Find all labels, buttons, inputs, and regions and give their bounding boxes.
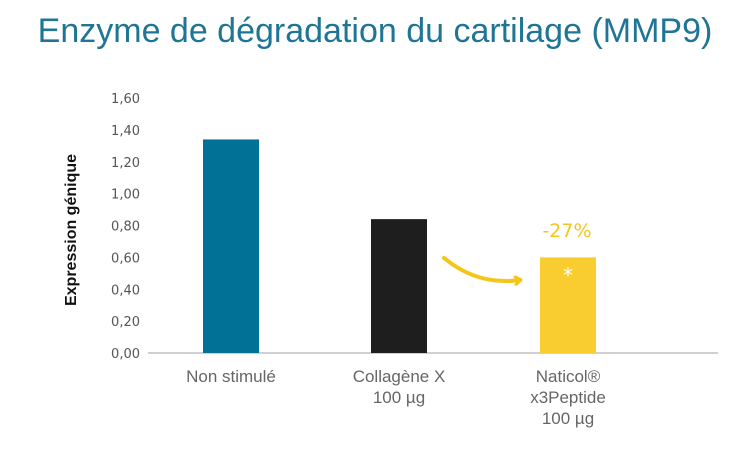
chart-title: Enzyme de dégradation du cartilage (MMP9… — [37, 12, 713, 50]
x-category-label: Non stimulé — [186, 367, 276, 386]
y-tick-label: 1,20 — [111, 156, 140, 171]
bar — [371, 219, 427, 353]
y-tick-label: 0,80 — [111, 220, 140, 235]
x-category-label: Naticol® x3Peptide 100 µg — [530, 367, 606, 428]
bar — [540, 257, 596, 353]
y-tick-label: 0,20 — [111, 315, 140, 330]
y-tick-label: 0,60 — [111, 251, 140, 266]
bar — [203, 139, 259, 353]
y-tick-label: 1,40 — [111, 124, 140, 139]
x-axis-labels: Non stimulé Collagène X 100 µg Naticol® x3Pe… — [186, 367, 606, 428]
y-tick-label: 0,40 — [111, 283, 140, 298]
significance-star: * — [563, 263, 573, 287]
percent-change-label: -27% — [542, 220, 591, 242]
x-category-label: Collagène X 100 µg — [353, 367, 446, 407]
decrease-arrow — [442, 256, 520, 281]
bars: * — [203, 139, 596, 353]
y-tick-label: 1,00 — [111, 188, 140, 203]
y-axis-label: Expression génique — [63, 154, 80, 306]
y-axis-ticks: 0,00 0,20 0,40 0,60 0,80 1,00 1,20 1,40 1,60 — [111, 92, 140, 362]
y-tick-label: 1,60 — [111, 92, 140, 107]
y-tick-label: 0,00 — [111, 347, 140, 362]
